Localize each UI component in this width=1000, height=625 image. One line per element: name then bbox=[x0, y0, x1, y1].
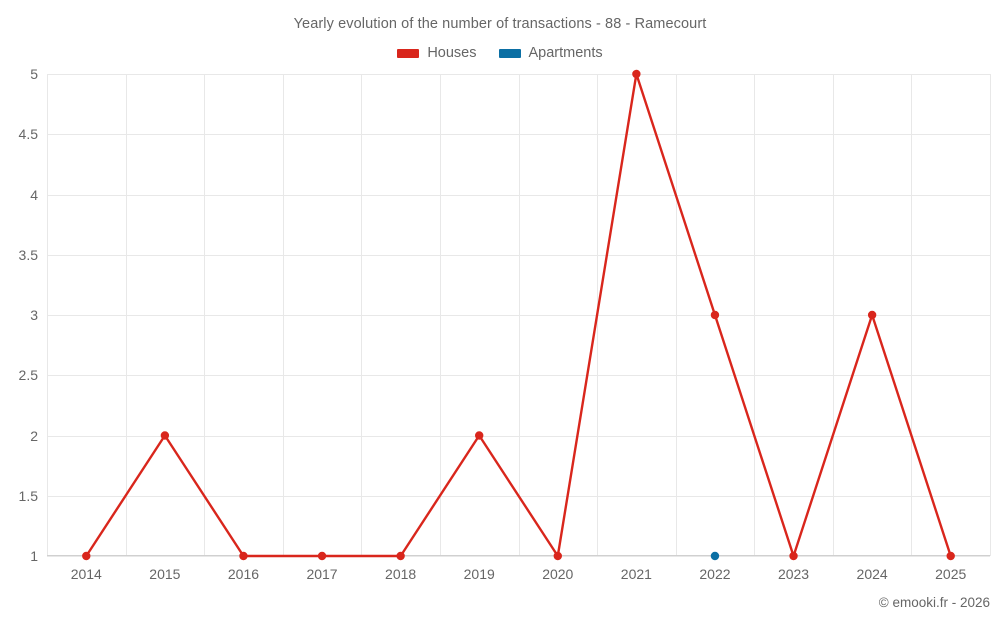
gridline-horizontal bbox=[47, 315, 990, 316]
legend-swatch-houses-icon bbox=[397, 48, 420, 58]
x-tick-label: 2020 bbox=[542, 566, 574, 582]
legend-item-houses[interactable]: Houses bbox=[397, 45, 477, 61]
y-tick-label: 4.5 bbox=[18, 126, 38, 143]
data-point-houses[interactable] bbox=[160, 431, 170, 440]
gridline-horizontal bbox=[47, 556, 990, 557]
gridline-vertical bbox=[204, 74, 205, 556]
series-line-houses bbox=[85, 72, 952, 558]
gridline-vertical bbox=[911, 74, 912, 556]
x-tick-label: 2021 bbox=[620, 566, 652, 582]
series-layer bbox=[82, 69, 955, 561]
data-point-apartments[interactable] bbox=[710, 551, 720, 561]
x-tick-label: 2022 bbox=[699, 566, 731, 582]
gridline-horizontal bbox=[47, 194, 990, 196]
gridline-horizontal bbox=[47, 375, 990, 377]
gridline-vertical bbox=[676, 74, 677, 556]
legend-label-houses: Houses bbox=[427, 45, 477, 61]
data-point-houses[interactable] bbox=[710, 310, 720, 320]
data-point-houses[interactable] bbox=[946, 551, 955, 561]
gridline-vertical bbox=[126, 74, 127, 556]
y-tick-label: 1.5 bbox=[18, 487, 38, 504]
y-tick-label: 3 bbox=[30, 307, 38, 323]
gridline-vertical bbox=[754, 74, 755, 556]
x-tick-label: 2015 bbox=[149, 566, 181, 582]
data-point-houses[interactable] bbox=[239, 551, 248, 561]
gridline-horizontal bbox=[47, 254, 990, 256]
data-point-houses[interactable] bbox=[475, 431, 484, 440]
gridline-vertical bbox=[519, 74, 520, 556]
x-tick-label: 2014 bbox=[70, 566, 102, 582]
x-tick-label: 2017 bbox=[306, 566, 338, 582]
y-tick-label: 4 bbox=[30, 186, 38, 203]
x-axis-line bbox=[47, 555, 990, 556]
gridline-vertical bbox=[361, 74, 362, 556]
gridline-vertical bbox=[283, 74, 284, 556]
y-tick-label: 2 bbox=[30, 427, 38, 444]
gridline-vertical bbox=[440, 74, 441, 556]
x-tick-label: 2018 bbox=[385, 566, 417, 582]
gridline-horizontal bbox=[47, 74, 990, 75]
data-point-houses[interactable] bbox=[553, 551, 562, 561]
gridline-horizontal bbox=[47, 435, 990, 437]
gridline-vertical bbox=[833, 74, 834, 556]
legend-item-apartments[interactable]: Apartments bbox=[498, 45, 603, 61]
chart-title: Yearly evolution of the number of transa… bbox=[293, 16, 707, 32]
data-point-houses[interactable] bbox=[82, 551, 91, 561]
y-tick-label: 2.5 bbox=[18, 367, 38, 384]
x-axis-tick-labels: 2014 2015 2016 2017 2018 2019 2020 2021 2022 2023… bbox=[47, 566, 990, 588]
data-point-houses[interactable] bbox=[867, 310, 877, 320]
gridline-horizontal bbox=[47, 134, 990, 136]
x-tick-label: 2019 bbox=[463, 566, 495, 582]
x-tick-label: 2016 bbox=[227, 566, 260, 582]
y-tick-label: 5 bbox=[30, 66, 38, 82]
chart-legend: Houses Apartments bbox=[0, 45, 1000, 61]
data-point-houses[interactable] bbox=[632, 69, 641, 79]
x-tick-label: 2024 bbox=[856, 566, 888, 582]
x-tick-label: 2023 bbox=[777, 566, 810, 582]
y-tick-label: 3.5 bbox=[18, 246, 38, 263]
y-tick-label: 1 bbox=[30, 548, 38, 564]
gridline-vertical bbox=[990, 74, 991, 556]
data-point-houses[interactable] bbox=[789, 551, 798, 561]
gridline-vertical bbox=[47, 74, 48, 556]
data-point-houses[interactable] bbox=[317, 551, 327, 561]
legend-swatch-apartments-icon bbox=[498, 48, 521, 58]
footer-copyright: © emooki.fr - 2026 bbox=[878, 595, 990, 610]
x-tick-label: 2025 bbox=[935, 566, 967, 582]
data-point-houses[interactable] bbox=[396, 551, 405, 561]
legend-label-apartments: Apartments bbox=[528, 45, 603, 61]
plot-area bbox=[47, 69, 991, 561]
